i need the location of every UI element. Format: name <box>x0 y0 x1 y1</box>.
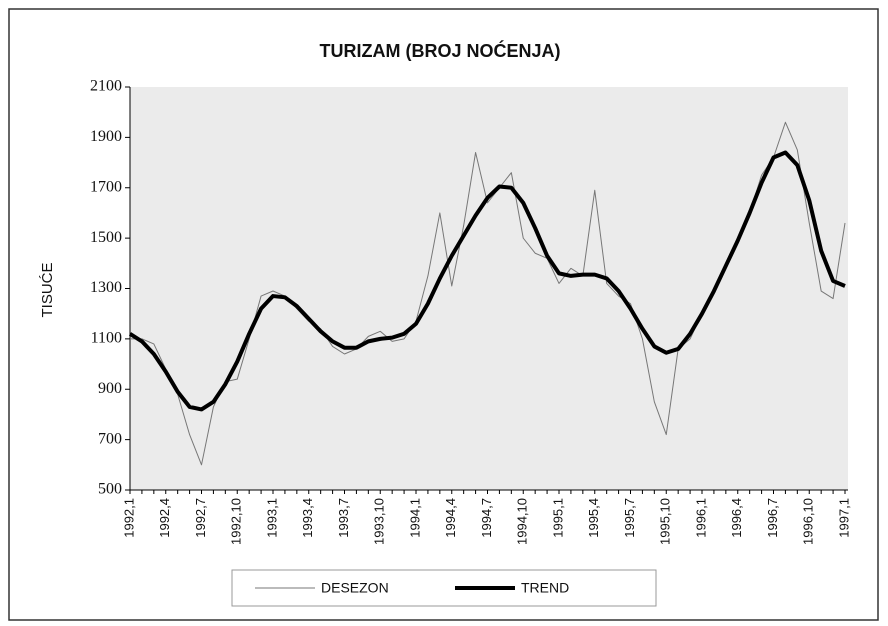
y-tick-label: 2100 <box>90 78 122 95</box>
x-tick-label: 1993,4 <box>300 498 315 538</box>
x-tick-label: 1992,1 <box>121 498 136 538</box>
x-tick-label: 1993,1 <box>264 498 279 538</box>
x-tick-label: 1992,4 <box>157 498 172 538</box>
x-tick-label: 1994,4 <box>443 498 458 538</box>
x-tick-label: 1995,4 <box>586 498 601 538</box>
y-axis-label: TISUĆE <box>39 262 56 317</box>
x-tick-label: 1993,10 <box>372 498 387 545</box>
y-tick-label: 500 <box>98 481 122 498</box>
x-tick-label: 1995,7 <box>622 498 637 538</box>
x-tick-label: 1997,1 <box>836 498 851 538</box>
x-tick-label: 1992,10 <box>229 498 244 545</box>
chart-title: TURIZAM (BROJ NOĆENJA) <box>320 40 561 61</box>
y-tick-label: 1900 <box>90 128 122 145</box>
y-tick-label: 1700 <box>90 178 122 195</box>
x-tick-label: 1996,1 <box>693 498 708 538</box>
x-tick-label: 1993,7 <box>336 498 351 538</box>
series-line <box>128 150 846 412</box>
x-tick-label: 1992,7 <box>193 498 208 538</box>
legend-label: TREND <box>521 580 569 596</box>
y-tick-label: 900 <box>98 380 122 397</box>
x-tick-label: 1994,7 <box>479 498 494 538</box>
x-tick-label: 1994,10 <box>515 498 530 545</box>
x-tick-label: 1995,1 <box>550 498 565 538</box>
legend-label: DESEZON <box>321 580 389 596</box>
x-tick-label: 1995,10 <box>658 498 673 545</box>
y-tick-label: 1300 <box>90 279 122 296</box>
y-tick-label: 700 <box>98 430 122 447</box>
x-tick-label: 1996,10 <box>801 498 816 545</box>
y-tick-label: 1500 <box>90 229 122 246</box>
x-tick-label: 1994,1 <box>407 498 422 538</box>
x-tick-label: 1996,7 <box>765 498 780 538</box>
plot-area <box>130 87 848 490</box>
x-tick-label: 1996,4 <box>729 498 744 538</box>
y-tick-label: 1100 <box>91 330 122 347</box>
